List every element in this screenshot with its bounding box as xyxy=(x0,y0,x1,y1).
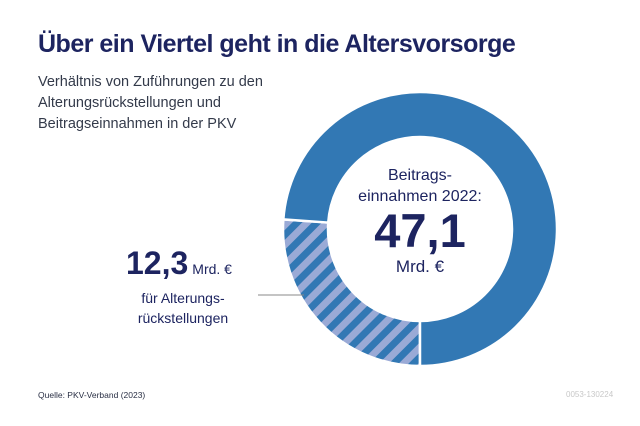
total-unit: Mrd. € xyxy=(395,257,445,276)
source-note: Quelle: PKV-Verband (2023) xyxy=(38,390,146,400)
subtitle-line: Alterungsrückstellungen und xyxy=(38,95,221,111)
annotation-number: 12,3 xyxy=(126,245,189,281)
center-label: Beitrags- einnahmen 2022: xyxy=(340,165,500,207)
annotation-label-line: rückstellungen xyxy=(137,310,229,326)
annotation-value: 12,3 Mrd. € xyxy=(126,245,232,282)
chart-title: Über ein Viertel geht in die Altersvorso… xyxy=(38,30,516,58)
center-label-line: Beitrags- xyxy=(387,167,453,184)
chart-subtitle: Verhältnis von Zuführungen zu den Alteru… xyxy=(38,72,263,135)
total-value: 47,1 xyxy=(374,204,466,257)
subtitle-line: Verhältnis von Zuführungen zu den xyxy=(38,74,263,90)
annotation-label-line: für Alterungs- xyxy=(141,290,225,306)
subtitle-line: Beitragseinnahmen in der PKV xyxy=(38,116,237,132)
annotation-unit: Mrd. € xyxy=(192,261,232,277)
donut-segment-alterungsrueckstellungen xyxy=(281,218,422,368)
chart-code: 0053-130224 xyxy=(566,390,614,399)
donut-segment-uebrige xyxy=(281,90,559,368)
annotation-label: für Alterungs- rückstellungen xyxy=(118,288,248,328)
center-label-line: einnahmen 2022: xyxy=(358,188,482,205)
